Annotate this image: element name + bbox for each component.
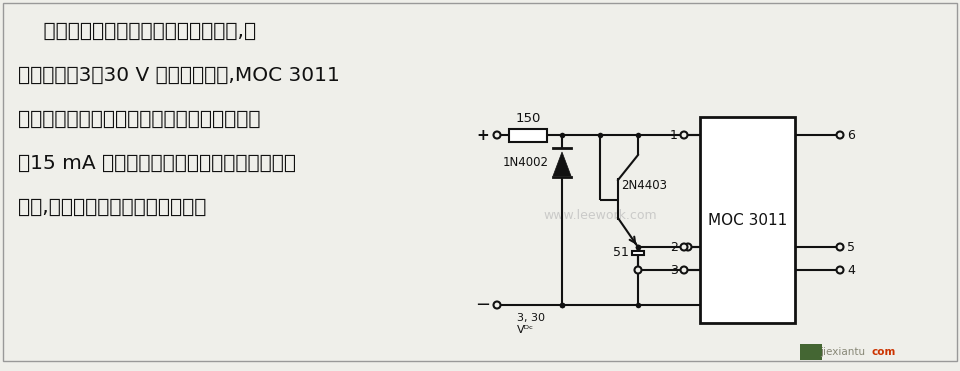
Circle shape bbox=[836, 243, 844, 250]
Text: MOC 3011: MOC 3011 bbox=[708, 213, 787, 227]
Bar bbox=[700, 117, 795, 323]
Text: 6: 6 bbox=[847, 128, 854, 141]
Text: www.leework.com: www.leework.com bbox=[543, 209, 657, 221]
Text: −: − bbox=[475, 296, 491, 314]
Circle shape bbox=[836, 266, 844, 273]
Text: 输入电压在3～30 V 直流范围内时,MOC 3011: 输入电压在3～30 V 直流范围内时,MOC 3011 bbox=[18, 66, 340, 85]
Bar bbox=[800, 344, 822, 360]
Text: 3, 30: 3, 30 bbox=[517, 313, 545, 323]
Text: 1: 1 bbox=[670, 128, 678, 141]
Text: 于15 mA 的安全极限值。在极性偶然反接的情: 于15 mA 的安全极限值。在极性偶然反接的情 bbox=[18, 154, 296, 173]
Circle shape bbox=[635, 266, 641, 273]
Text: 本电路采用二极管和晶体管相互结合,当: 本电路采用二极管和晶体管相互结合,当 bbox=[18, 22, 256, 41]
Text: 150: 150 bbox=[516, 112, 540, 125]
Circle shape bbox=[681, 131, 687, 138]
Text: +: + bbox=[476, 128, 490, 142]
Text: 况下,本电路也能保护发光二极管。: 况下,本电路也能保护发光二极管。 bbox=[18, 198, 206, 217]
Text: 3: 3 bbox=[670, 263, 678, 276]
Text: 1N4002: 1N4002 bbox=[503, 156, 549, 169]
Circle shape bbox=[493, 131, 500, 138]
Text: 4: 4 bbox=[847, 263, 854, 276]
Circle shape bbox=[493, 302, 500, 309]
Text: 5: 5 bbox=[847, 240, 855, 253]
Polygon shape bbox=[553, 152, 571, 176]
Circle shape bbox=[681, 266, 687, 273]
Text: Vᴰᶜ: Vᴰᶜ bbox=[517, 325, 534, 335]
Text: 光电隔离器发光二极管的输入电流被限制到小: 光电隔离器发光二极管的输入电流被限制到小 bbox=[18, 110, 260, 129]
Text: jiexiantu: jiexiantu bbox=[820, 347, 865, 357]
Text: com: com bbox=[872, 347, 897, 357]
Bar bbox=[509, 128, 547, 141]
Text: 2: 2 bbox=[670, 240, 678, 253]
Circle shape bbox=[681, 243, 687, 250]
Text: 51: 51 bbox=[613, 246, 629, 259]
Circle shape bbox=[684, 243, 691, 250]
Circle shape bbox=[836, 131, 844, 138]
Text: 2N4403: 2N4403 bbox=[621, 179, 667, 192]
Bar bbox=[632, 251, 644, 255]
